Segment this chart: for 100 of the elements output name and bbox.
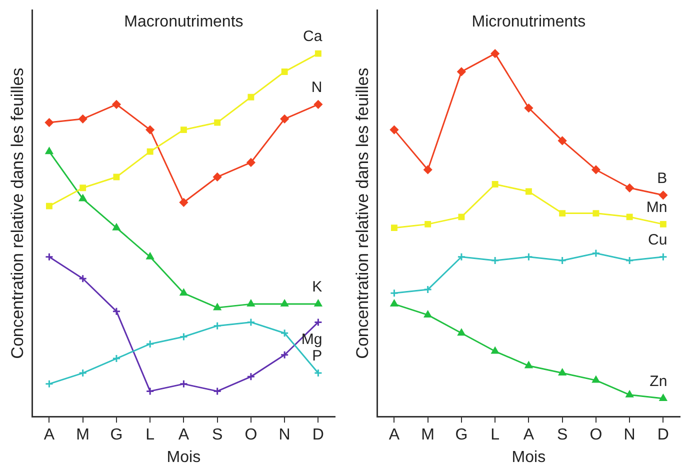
point: [78, 274, 88, 283]
point: [524, 252, 533, 262]
point: [246, 318, 256, 326]
point: [112, 354, 121, 363]
x-tick-label: O: [244, 426, 258, 444]
point: [213, 386, 222, 396]
x-tick-label: G: [110, 426, 123, 444]
point: [281, 68, 288, 75]
point: [44, 118, 54, 127]
point: [659, 394, 667, 401]
x-tick-label: S: [556, 426, 568, 444]
point: [314, 100, 322, 109]
point: [179, 380, 188, 388]
point: [558, 256, 567, 265]
x-tick-label: O: [590, 426, 602, 444]
point: [390, 224, 398, 232]
point: [592, 210, 600, 217]
point: [558, 136, 567, 145]
series-label: Mn: [646, 198, 668, 216]
point: [78, 114, 88, 124]
point: [626, 390, 634, 398]
chart-title: Micronutriments: [472, 13, 586, 30]
point: [80, 184, 86, 192]
point: [179, 198, 188, 207]
x-tick-label: A: [523, 426, 534, 444]
series-label: N: [311, 79, 322, 96]
point: [524, 104, 533, 112]
x-tick-label: A: [388, 426, 400, 444]
point: [213, 322, 222, 330]
point: [457, 67, 466, 76]
point: [112, 307, 121, 316]
point: [558, 368, 566, 376]
point: [457, 252, 466, 262]
chart-title: Macronutriments: [124, 13, 244, 30]
series-label: B: [657, 170, 668, 187]
y-axis-title: Concentration relative dans les feuilles: [8, 68, 27, 359]
point: [113, 174, 120, 180]
x-tick-label: A: [44, 426, 55, 444]
x-tick-label: M: [76, 426, 90, 444]
point: [625, 256, 634, 265]
point: [490, 49, 500, 58]
point: [424, 285, 432, 294]
point: [424, 165, 432, 174]
point: [491, 347, 499, 354]
point: [247, 300, 255, 307]
x-axis-title: Mois: [166, 448, 201, 466]
point: [146, 126, 154, 134]
x-tick-label: N: [624, 426, 636, 444]
point: [78, 368, 88, 378]
point: [79, 194, 87, 202]
point: [424, 220, 432, 228]
point: [213, 172, 222, 182]
x-tick-label: M: [421, 426, 434, 444]
point: [314, 50, 322, 57]
point: [424, 310, 432, 318]
point: [626, 214, 633, 220]
point: [180, 288, 188, 296]
point: [280, 328, 289, 338]
point: [214, 303, 222, 310]
point: [248, 94, 254, 100]
series-label: Ca: [303, 28, 323, 46]
point: [45, 147, 53, 154]
point: [492, 181, 498, 188]
x-tick-label: D: [657, 426, 669, 444]
x-tick-label: L: [490, 426, 500, 444]
series-label: K: [312, 278, 322, 296]
series-label: Mg: [301, 330, 322, 348]
point: [660, 220, 666, 228]
series-label: Cu: [648, 232, 668, 249]
point: [390, 126, 398, 134]
point: [559, 210, 566, 217]
point: [246, 158, 256, 167]
point: [592, 248, 600, 258]
point: [314, 300, 322, 307]
point: [146, 386, 154, 396]
point: [458, 214, 465, 220]
point: [390, 300, 398, 307]
point: [490, 256, 500, 265]
point: [112, 100, 121, 109]
point: [458, 328, 466, 336]
x-tick-label: S: [212, 426, 223, 444]
series-label: P: [312, 348, 322, 365]
point: [214, 119, 221, 126]
x-tick-label: D: [312, 426, 324, 444]
point: [180, 126, 187, 134]
point: [146, 340, 154, 348]
point: [280, 350, 289, 360]
point: [179, 332, 188, 341]
point: [524, 362, 532, 368]
series-label: Zn: [650, 373, 668, 390]
point: [146, 148, 154, 155]
y-axis-title: Concentration relative dans les feuilles: [352, 68, 372, 359]
point: [246, 372, 256, 381]
x-tick-label: A: [178, 426, 190, 444]
x-tick-label: N: [278, 426, 290, 444]
point: [592, 165, 600, 174]
point: [625, 184, 634, 192]
point: [112, 224, 120, 230]
point: [146, 252, 154, 260]
point: [658, 190, 668, 200]
